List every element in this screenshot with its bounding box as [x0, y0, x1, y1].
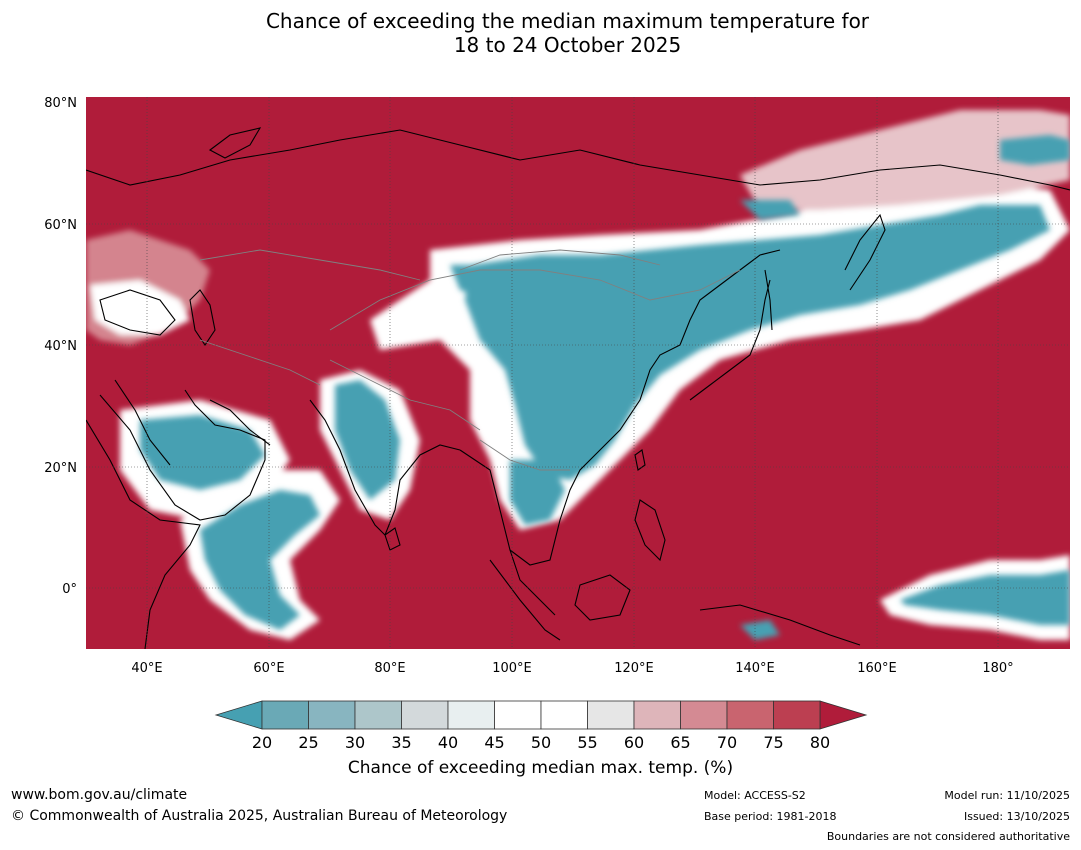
footer-website: www.bom.gov.au/climate	[11, 787, 188, 803]
low-indian-ocean	[200, 490, 320, 630]
low-new-guinea	[740, 620, 780, 640]
colorbar-swatch	[447, 700, 495, 730]
footer-copyright: © Commonwealth of Australia 2025, Austra…	[11, 808, 508, 824]
coast-sakhalin	[764, 269, 773, 331]
colorbar-swatch	[587, 700, 635, 730]
border-himalaya	[329, 359, 481, 431]
map-panel	[86, 97, 1070, 649]
lat-label-20: 20°N	[44, 461, 77, 476]
coast-caspian	[189, 289, 216, 346]
coast-new-guinea	[699, 604, 861, 646]
lon-label-60: 60°E	[253, 661, 284, 676]
colorbar-swatch	[773, 700, 821, 730]
low-pacific	[900, 570, 1070, 625]
coast-arctic	[86, 129, 1070, 191]
colorbar-tick-label: 40	[438, 733, 458, 752]
low-arabia	[140, 415, 265, 490]
colorbar-swatch	[680, 700, 728, 730]
map-title: Chance of exceeding the median maximum t…	[0, 9, 1081, 57]
graticule	[86, 97, 1070, 649]
border-mongolia	[459, 249, 661, 271]
footer-model: Model: ACCESS-S2	[704, 789, 806, 802]
low-india	[335, 380, 400, 500]
colorbar-tick-label: 25	[298, 733, 318, 752]
colorbar-tick-label: 80	[810, 733, 830, 752]
halo-arctic	[740, 110, 1070, 210]
colorbar-tick-label: 70	[717, 733, 737, 752]
colorbar-swatch	[633, 700, 681, 730]
title-line-1: Chance of exceeding the median maximum t…	[265, 9, 870, 33]
colorbar-tick-label: 30	[345, 733, 365, 752]
low-china	[465, 205, 1050, 480]
coast-sumatra	[489, 559, 561, 641]
footer-base-period: Base period: 1981-2018	[704, 810, 837, 823]
border-china-north	[329, 269, 741, 331]
coast-borneo	[574, 574, 631, 621]
lat-axis: 80°N 60°N 40°N 20°N 0°	[44, 96, 77, 597]
border-kazakh	[199, 249, 421, 281]
colorbar-tick-label: 20	[252, 733, 272, 752]
coast-taiwan	[634, 449, 646, 471]
colorbar-swatch	[401, 700, 449, 730]
lon-label-140: 140°E	[735, 661, 775, 676]
lon-label-160: 160°E	[857, 661, 897, 676]
lon-label-40: 40°E	[131, 661, 162, 676]
footer-issued: Issued: 13/10/2025	[963, 810, 1070, 823]
coastlines	[86, 127, 1070, 649]
colorbar-tick-label: 60	[624, 733, 644, 752]
colorbar-tick-label: 35	[391, 733, 411, 752]
lat-label-80: 80°N	[44, 96, 77, 111]
coast-arabia	[99, 389, 266, 521]
coast-kamchatka	[844, 213, 886, 291]
coast-sri-lanka	[384, 527, 401, 551]
lat-label-40: 40°N	[44, 339, 77, 354]
colorbar-swatch	[494, 700, 542, 730]
colorbar-tick-label: 65	[670, 733, 690, 752]
colorbar-tick-label: 55	[577, 733, 597, 752]
colorbar-tick-label: 50	[531, 733, 551, 752]
halo-europe-white	[90, 280, 190, 335]
low-mongolia-arm	[450, 265, 520, 300]
colorbar-over-triangle	[819, 700, 868, 730]
coast-se-asia	[459, 249, 781, 566]
colorbar-swatch	[308, 700, 356, 730]
colorbar-tick-label: 75	[763, 733, 783, 752]
lon-axis: 40°E 60°E 80°E 100°E 120°E 140°E 160°E 1…	[131, 661, 1013, 676]
coast-philippines	[634, 499, 666, 562]
coast-novaya-zemlya	[208, 127, 262, 159]
coast-persian-gulf	[209, 399, 271, 446]
lat-label-0: 0°	[62, 582, 77, 597]
lon-label-80: 80°E	[374, 661, 405, 676]
colorbar-swatch	[726, 700, 774, 730]
low-indochina	[510, 460, 565, 525]
coast-malaya	[509, 549, 556, 616]
colorbar-under-triangle	[214, 700, 263, 730]
colorbar-swatch	[354, 700, 402, 730]
lon-label-180: 180°	[982, 661, 1013, 676]
coast-japan	[689, 279, 771, 401]
low-probability-field	[140, 135, 1070, 640]
coast-red-sea	[114, 379, 171, 466]
colorbar-swatch	[261, 700, 309, 730]
country-borders	[199, 249, 741, 471]
lon-label-100: 100°E	[492, 661, 532, 676]
colorbar-label: Chance of exceeding median max. temp. (%…	[347, 758, 734, 778]
low-arctic-patch	[1000, 135, 1070, 165]
title-line-2: 18 to 24 October 2025	[453, 33, 682, 57]
coast-africa-horn	[86, 419, 201, 649]
coast-black-caspian	[99, 289, 176, 336]
colorbar-tick-label: 45	[484, 733, 504, 752]
footer-disclaimer: Boundaries are not considered authoritat…	[826, 830, 1070, 843]
border-iran	[199, 339, 321, 386]
colorbar: 20 25 30 35 40 45 50 55 60 65 70 75 80	[214, 700, 868, 752]
border-indochina	[479, 439, 570, 471]
lat-label-60: 60°N	[44, 218, 77, 233]
colorbar-swatch	[540, 700, 588, 730]
lon-label-120: 120°E	[614, 661, 654, 676]
footer-model-run: Model run: 11/10/2025	[944, 789, 1070, 802]
